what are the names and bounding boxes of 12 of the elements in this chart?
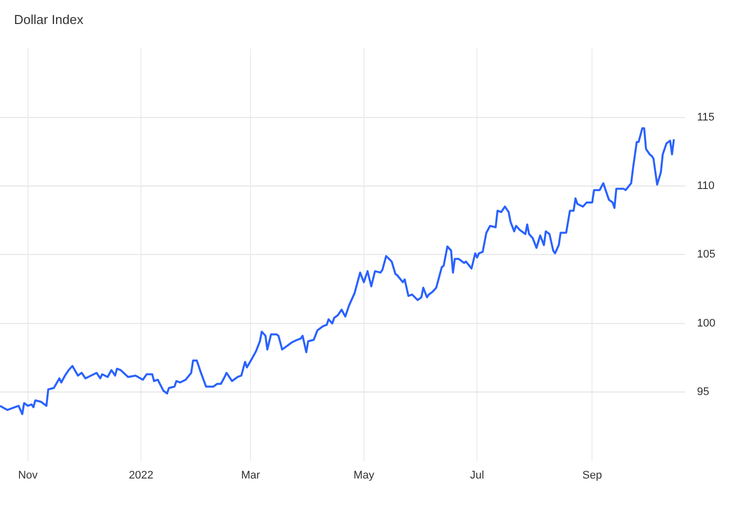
y-tick-label: 105 — [697, 248, 716, 261]
x-tick-label: Mar — [241, 469, 260, 482]
x-tick-label: Sep — [582, 469, 602, 482]
y-tick-label: 95 — [697, 386, 710, 398]
chart-title: Dollar Index — [14, 12, 84, 27]
x-tick-label: Nov — [18, 469, 38, 482]
y-tick-label: 115 — [697, 111, 715, 124]
x-tick-label: Jul — [470, 469, 484, 482]
y-tick-label: 110 — [697, 180, 715, 192]
y-tick-label: 100 — [697, 317, 716, 330]
x-tick-label: 2022 — [128, 469, 154, 482]
x-tick-label: May — [353, 469, 375, 482]
